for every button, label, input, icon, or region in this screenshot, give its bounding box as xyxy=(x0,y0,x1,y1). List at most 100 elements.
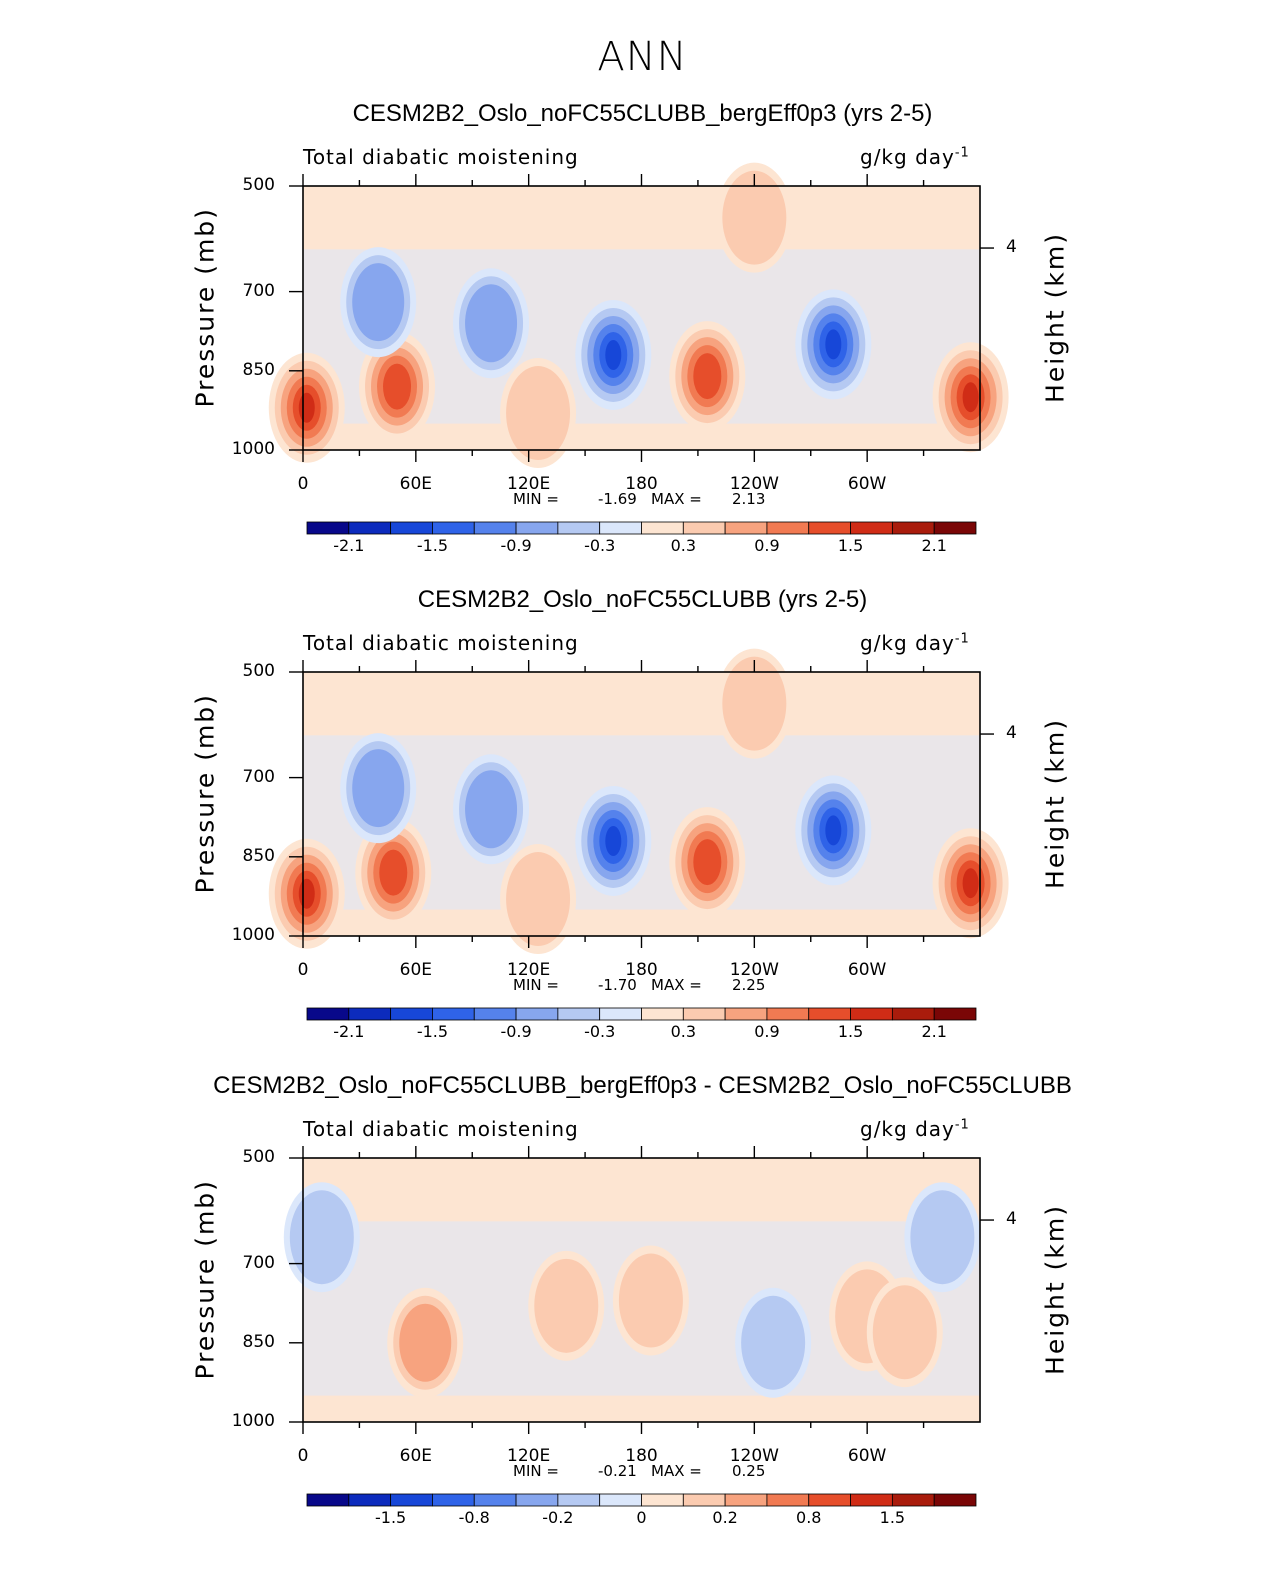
colorbar-label: 2.1 xyxy=(921,536,947,555)
contour-feature-6-1 xyxy=(289,1190,354,1285)
colorbar-box xyxy=(724,1493,768,1507)
contour-feature-5-5 xyxy=(825,815,842,846)
contour-plot xyxy=(283,1146,994,1507)
colorbar-box xyxy=(766,521,810,535)
y-tick-label: 700 xyxy=(242,1252,275,1273)
colorbar-box xyxy=(599,1493,642,1507)
contour-feature-4-1 xyxy=(872,1285,937,1380)
colorbar-label: -0.9 xyxy=(500,536,532,555)
panel-title: CESM2B2_Oslo_noFC55CLUBB_bergEff0p3 - CE… xyxy=(213,1072,1072,1099)
colorbar-label: 2.1 xyxy=(921,1022,947,1041)
units-text: g/kg day xyxy=(860,1117,955,1141)
x-tick-label: 180 xyxy=(625,1446,658,1466)
x-tick-label: 120W xyxy=(729,474,779,494)
colorbar-box xyxy=(808,1493,851,1507)
min-label: MIN = xyxy=(513,490,559,508)
left-string: Total diabatic moistening xyxy=(303,631,579,655)
colorbar-box xyxy=(306,1007,350,1021)
contour-plot xyxy=(268,162,1009,535)
contour-feature-6-5 xyxy=(962,868,979,899)
x-tick-label: 0 xyxy=(297,960,309,980)
colorbar-box xyxy=(348,521,392,535)
right-tick-label: 4 xyxy=(1006,723,1017,744)
x-tick-label: 120E xyxy=(507,1446,551,1466)
contour-feature-4-4 xyxy=(693,839,722,886)
chart-panel-2: CESM2B2_Oslo_noFC55CLUBB (yrs 2-5) Total … xyxy=(0,586,1285,1096)
colorbar-box xyxy=(557,521,601,535)
x-tick-label: 0 xyxy=(297,474,309,494)
colorbar-label: -0.2 xyxy=(542,1508,574,1527)
colorbar-box xyxy=(473,1007,517,1021)
units-text: g/kg day xyxy=(860,631,955,655)
contour-plot xyxy=(268,648,1009,1021)
colorbar-label: 0 xyxy=(636,1508,647,1527)
min-label: MIN = xyxy=(513,976,559,994)
max-value: 2.25 xyxy=(732,976,766,994)
colorbar-label: -1.5 xyxy=(416,1022,449,1041)
colorbar-box xyxy=(808,521,851,535)
x-tick-label: 60W xyxy=(847,1446,887,1466)
max-label: MAX = xyxy=(651,490,702,508)
contour-feature-6-5 xyxy=(962,382,979,413)
colorbar-box xyxy=(766,1007,810,1021)
contour-feature-0-2 xyxy=(399,1303,452,1382)
colorbar-label: 0.2 xyxy=(712,1508,738,1527)
colorbar-box xyxy=(933,1493,977,1507)
colorbar-box xyxy=(641,1007,684,1021)
panel-title: CESM2B2_Oslo_noFC55CLUBB (yrs 2-5) xyxy=(417,586,868,613)
contour-feature-1-4 xyxy=(379,849,408,896)
colorbar-box xyxy=(891,1007,935,1021)
min-label: MIN = xyxy=(513,1462,559,1480)
left-string: Total diabatic moistening xyxy=(303,1117,579,1141)
x-tick-label: 0 xyxy=(297,1446,309,1466)
colorbar-box xyxy=(599,521,642,535)
contour-feature-3-5 xyxy=(605,339,622,370)
colorbar-box xyxy=(682,521,726,535)
x-tick-label: 180 xyxy=(625,960,658,980)
y-tick-label: 1000 xyxy=(231,439,275,459)
max-label: MAX = xyxy=(651,1462,702,1480)
contour-feature-0-5 xyxy=(298,878,315,909)
y-tick-label: 500 xyxy=(242,175,275,195)
contour-feature-4-4 xyxy=(693,353,722,400)
y-tick-label: 850 xyxy=(242,1331,275,1352)
min-value: -1.70 xyxy=(598,976,637,994)
y-tick-label: 700 xyxy=(242,766,275,787)
panel-title: CESM2B2_Oslo_noFC55CLUBB_bergEff0p3 (yrs… xyxy=(352,100,933,127)
contour-feature-2-1 xyxy=(506,366,571,461)
colorbar-box xyxy=(850,521,893,535)
colorbar-box xyxy=(390,1007,433,1021)
y-tick-label: 1000 xyxy=(231,1411,275,1431)
colorbar-box xyxy=(390,521,433,535)
contour-feature-1-1 xyxy=(534,1258,599,1353)
colorbar-box xyxy=(682,1007,726,1021)
contour-feature-9-1 xyxy=(722,170,787,265)
colorbar-box xyxy=(515,521,559,535)
units-exponent: -1 xyxy=(954,631,970,647)
contour-feature-7-2 xyxy=(465,284,518,363)
max-label: MAX = xyxy=(651,976,702,994)
colorbar-box xyxy=(473,1493,517,1507)
right-tick-label: 4 xyxy=(1006,237,1017,258)
colorbar-box xyxy=(933,521,977,535)
x-tick-label: 60E xyxy=(399,1446,433,1466)
colorbar-label: 0.3 xyxy=(670,536,697,555)
colorbar-label: -2.1 xyxy=(333,1022,365,1041)
y-tick-label: 500 xyxy=(242,1147,275,1167)
colorbar-box xyxy=(724,521,768,535)
colorbar-label: 0.8 xyxy=(796,1508,822,1527)
colorbar-box xyxy=(850,1493,893,1507)
contour-feature-7-1 xyxy=(910,1190,975,1285)
colorbar-box xyxy=(891,1493,935,1507)
contour-feature-8-2 xyxy=(352,263,405,342)
colorbar-label: 0.3 xyxy=(670,1022,697,1041)
colorbar-box xyxy=(933,1007,977,1021)
colorbar-label: -1.5 xyxy=(375,1508,407,1527)
left-string: Total diabatic moistening xyxy=(303,145,579,169)
colorbar-box xyxy=(515,1007,559,1021)
units-string: g/kg day-1 xyxy=(860,631,970,655)
colorbar-box xyxy=(682,1493,726,1507)
contour-feature-0-5 xyxy=(298,392,315,423)
chart-panel-1: CESM2B2_Oslo_noFC55CLUBB_bergEff0p3 (yrs… xyxy=(0,100,1285,610)
colorbar-label: 0.9 xyxy=(754,1022,780,1041)
